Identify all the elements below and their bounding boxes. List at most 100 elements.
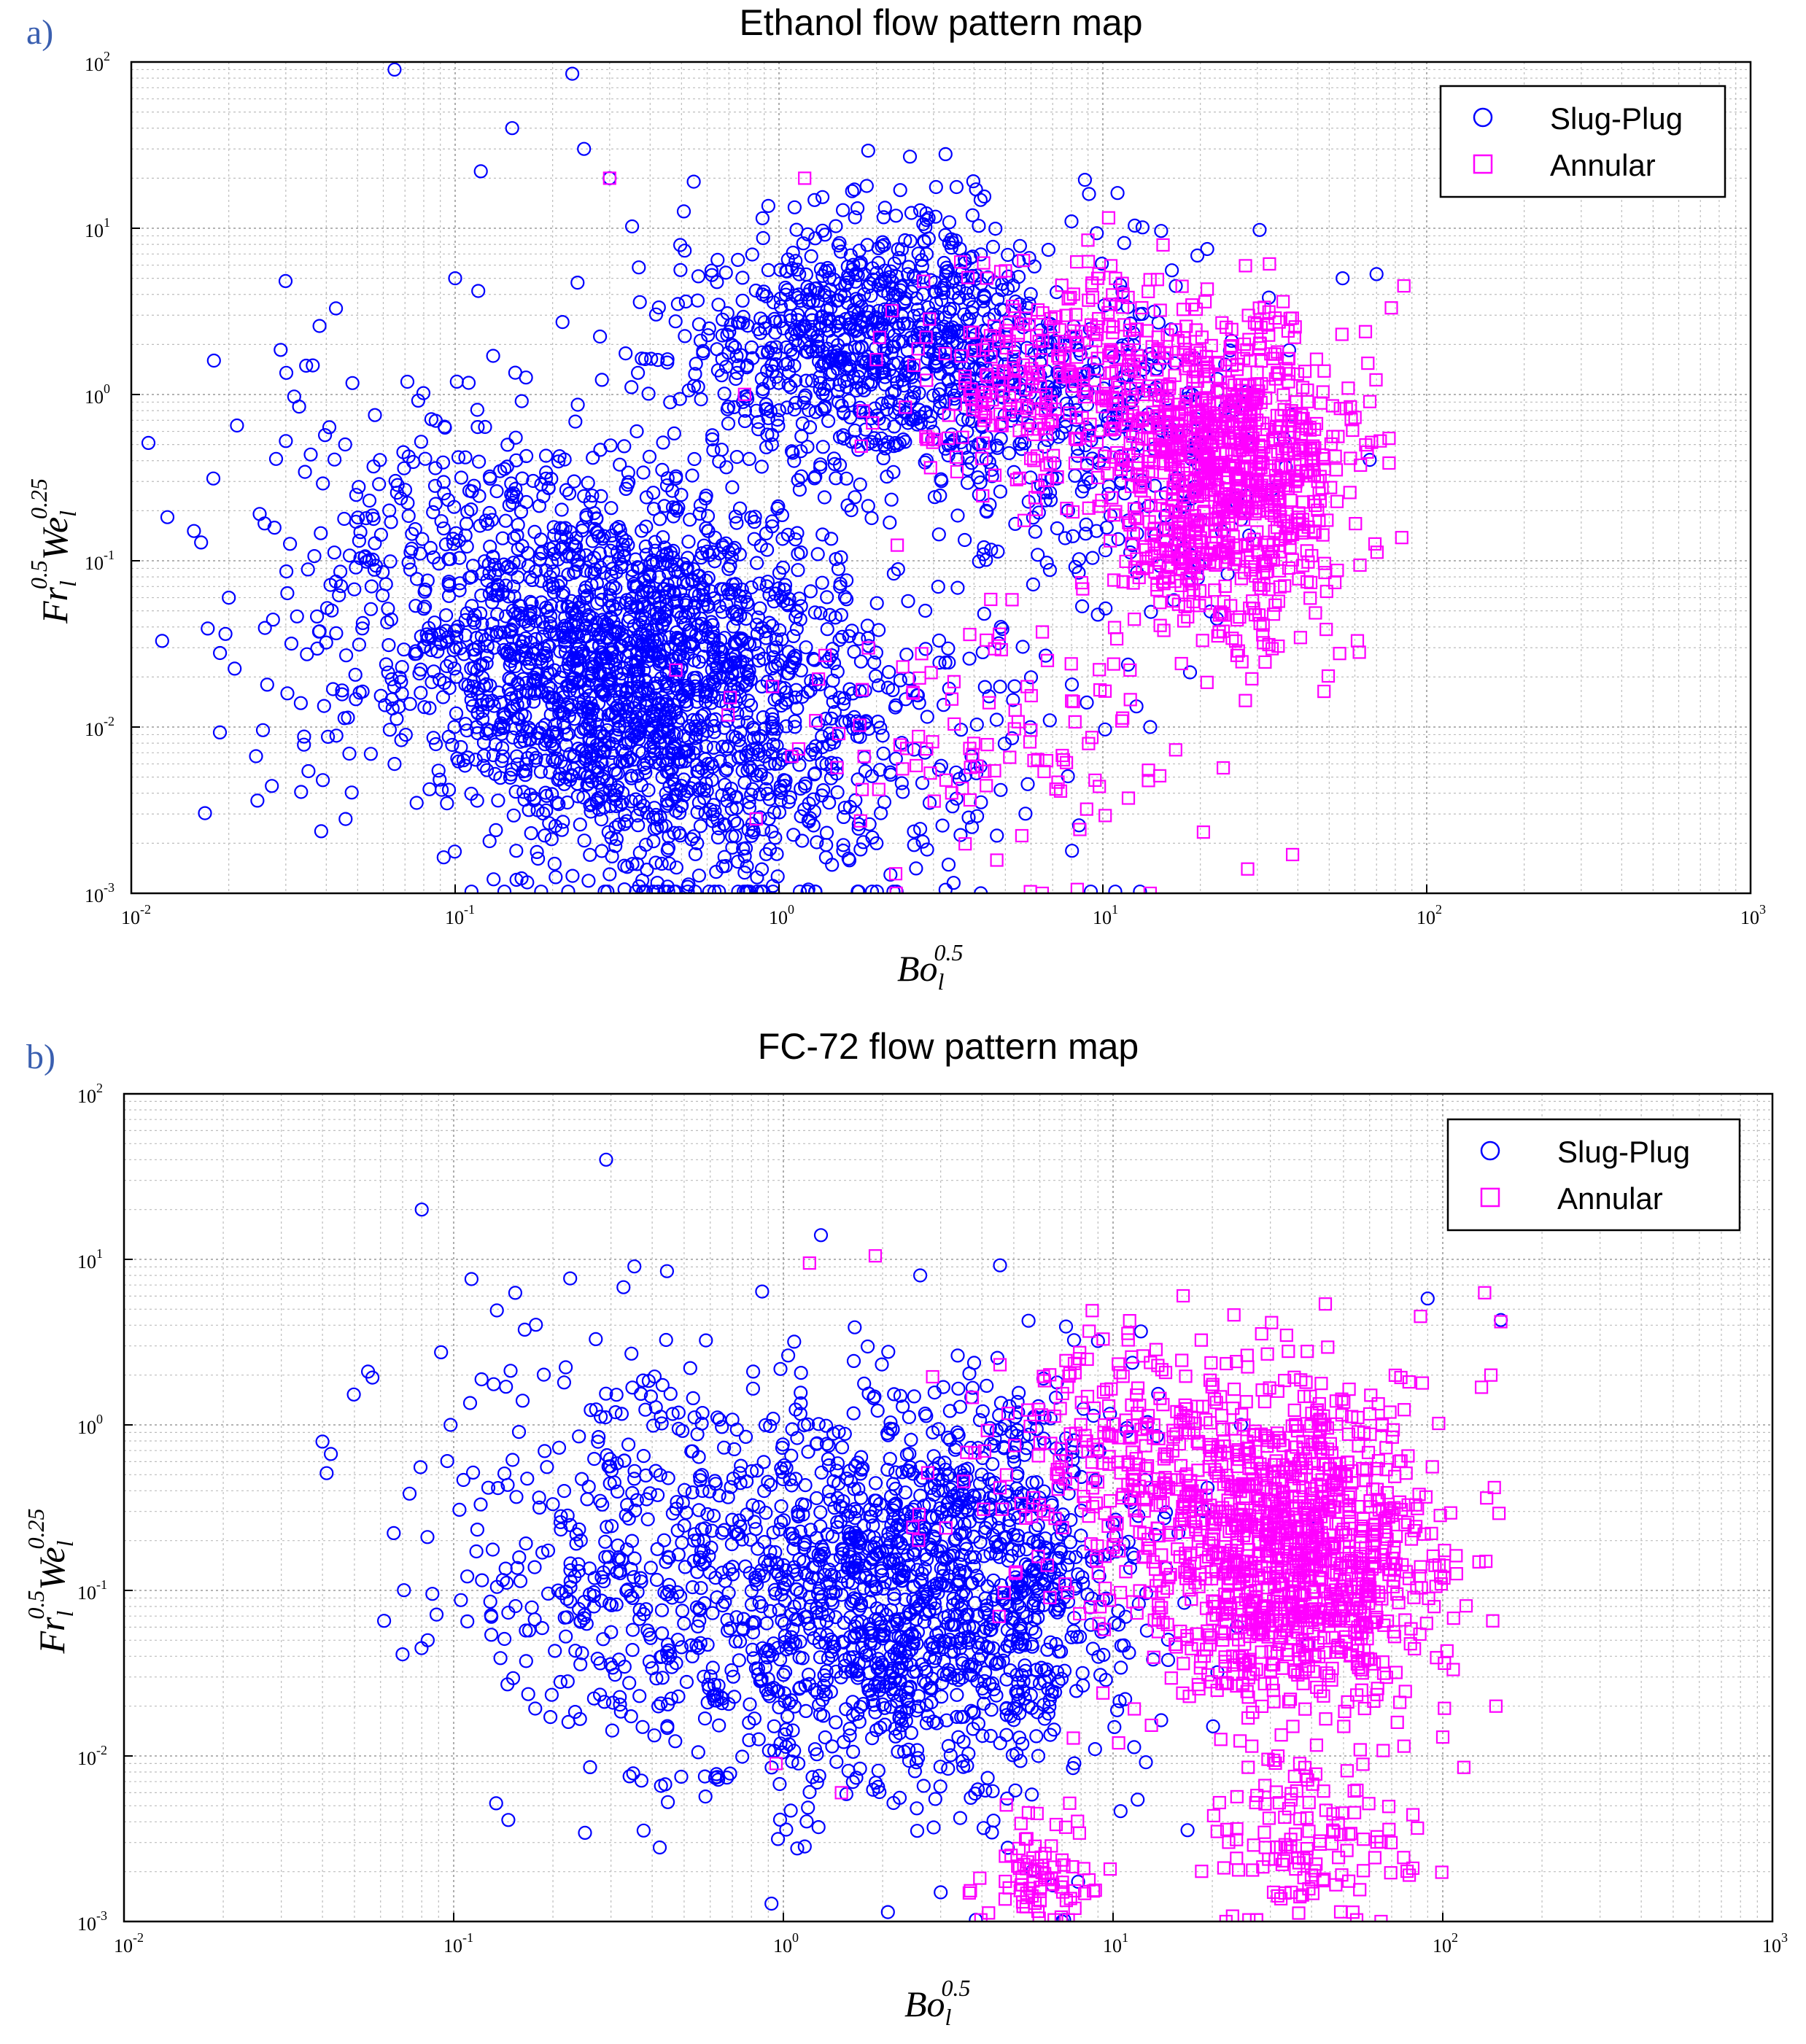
- annular-point: [1102, 319, 1116, 333]
- annular-point: [961, 271, 975, 284]
- slug-plug-point: [344, 785, 359, 800]
- slug-plug-point: [975, 356, 991, 371]
- slug-plug-point: [773, 680, 788, 695]
- slug-plug-point: [633, 723, 648, 738]
- slug-plug-point: [623, 750, 637, 765]
- annular-point: [1339, 402, 1353, 416]
- annular-point: [950, 465, 964, 478]
- annular-point: [1283, 540, 1297, 554]
- annular-point: [1147, 537, 1161, 551]
- slug-plug-point: [464, 786, 478, 801]
- slug-plug-point: [333, 579, 349, 594]
- slug-plug-point: [942, 681, 956, 696]
- slug-plug-point: [740, 319, 755, 333]
- annular-point: [1234, 500, 1249, 514]
- series-annular: [602, 171, 1411, 893]
- slug-plug-point: [486, 549, 500, 564]
- slug-plug-point: [697, 683, 713, 698]
- slug-plug-point: [686, 378, 702, 393]
- annular-point: [1359, 438, 1373, 452]
- slug-plug-point: [915, 259, 929, 273]
- slug-plug-point: [600, 774, 614, 788]
- slug-plug-point: [699, 765, 715, 780]
- slug-plug-point: [869, 836, 884, 851]
- slug-plug-point: [662, 705, 677, 720]
- slug-plug-point: [362, 493, 377, 508]
- slug-plug-point: [888, 698, 903, 712]
- slug-plug-point: [871, 322, 885, 336]
- slug-plug-point: [950, 508, 965, 523]
- slug-plug-point: [685, 572, 700, 587]
- slug-plug-point: [739, 664, 754, 678]
- slug-plug-point: [728, 577, 743, 591]
- slug-plug-point: [991, 292, 1005, 307]
- annular-point: [1191, 515, 1205, 529]
- annular-point: [1319, 584, 1333, 599]
- slug-plug-point: [705, 807, 720, 822]
- slug-plug-point: [676, 204, 691, 219]
- annular-point: [1157, 466, 1171, 480]
- annular-point: [1271, 345, 1284, 359]
- slug-plug-point: [805, 373, 820, 388]
- annular-point: [1092, 267, 1106, 281]
- slug-plug-point: [911, 246, 926, 261]
- annular-point: [1117, 318, 1131, 332]
- annular-point: [1211, 385, 1225, 400]
- slug-plug-point: [973, 193, 988, 207]
- annular-point: [1084, 318, 1098, 332]
- annular-point: [1187, 473, 1201, 488]
- slug-plug-point: [710, 252, 725, 267]
- slug-plug-point: [1042, 380, 1056, 395]
- slug-plug-point: [893, 673, 907, 688]
- annular-point: [1162, 521, 1176, 536]
- annular-point: [1153, 618, 1167, 632]
- slug-plug-point: [867, 367, 882, 381]
- slug-plug-point: [416, 386, 431, 400]
- slug-plug-point: [486, 349, 500, 363]
- slug-plug-point: [933, 488, 947, 503]
- slug-plug-point: [713, 651, 728, 666]
- slug-plug-point: [706, 740, 721, 755]
- annular-point: [1051, 349, 1065, 363]
- annular-point: [1343, 486, 1357, 500]
- slug-plug-point: [808, 885, 823, 893]
- slug-plug-point: [927, 359, 942, 373]
- slug-plug-point: [818, 228, 832, 242]
- annular-point: [1239, 693, 1252, 707]
- slug-plug-point: [483, 678, 497, 693]
- slug-plug-point: [877, 365, 891, 379]
- slug-plug-point: [758, 624, 773, 639]
- slug-plug-point: [717, 720, 732, 735]
- slug-plug-point: [497, 642, 511, 658]
- annular-point: [1328, 449, 1342, 463]
- slug-plug-point: [554, 502, 569, 517]
- slug-plug-point: [678, 609, 693, 623]
- slug-plug-point: [762, 842, 778, 857]
- slug-plug-point: [792, 267, 807, 281]
- slug-plug-point: [485, 616, 500, 631]
- slug-plug-point: [619, 633, 633, 648]
- slug-plug-point: [667, 595, 682, 610]
- slug-plug-point: [877, 201, 892, 215]
- slug-plug-point: [431, 763, 446, 778]
- slug-plug-point: [861, 631, 875, 645]
- slug-plug-point: [913, 409, 928, 424]
- slug-plug-point: [693, 498, 708, 513]
- slug-plug-point: [836, 696, 851, 711]
- slug-plug-point: [772, 565, 787, 580]
- annular-point: [1300, 575, 1314, 589]
- slug-plug-point: [1089, 524, 1104, 538]
- slug-plug-point: [409, 796, 424, 810]
- slug-plug-point: [584, 804, 598, 819]
- annular-point: [993, 265, 1008, 279]
- annular-point: [1082, 429, 1096, 443]
- slug-plug-point: [439, 658, 454, 674]
- slug-plug-point: [568, 564, 583, 579]
- slug-plug-point: [535, 629, 550, 644]
- slug-plug-point: [705, 432, 720, 447]
- slug-plug-point: [373, 688, 388, 703]
- slug-plug-point: [705, 625, 720, 640]
- annular-point: [1174, 408, 1189, 421]
- annular-point: [1239, 539, 1252, 553]
- slug-plug-point: [524, 825, 538, 841]
